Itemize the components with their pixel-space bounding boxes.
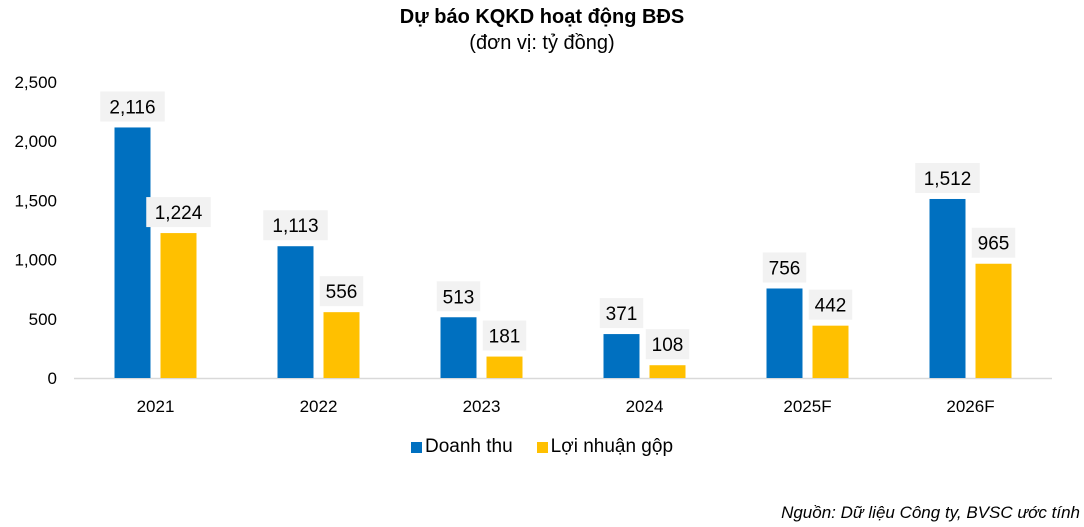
bar-loi-nhuan-gop [486, 356, 523, 378]
data-label-background [146, 197, 211, 228]
data-label: 1,113 [272, 216, 318, 237]
bar-doanh-thu [766, 288, 803, 378]
data-label-background [645, 329, 690, 360]
source-note: Nguồn: Dữ liệu Công ty, BVSC ước tính [781, 503, 1080, 522]
data-label: 965 [978, 234, 1010, 255]
bar-doanh-thu [277, 246, 314, 378]
bar-doanh-thu [929, 198, 966, 378]
data-label: 181 [489, 327, 521, 348]
y-tick-label: 1,000 [14, 251, 57, 270]
data-label-background [808, 289, 853, 320]
data-label-background [482, 320, 527, 351]
x-tick-label: 2025F [783, 397, 831, 416]
data-label-background [762, 252, 807, 283]
data-label-background [319, 276, 364, 307]
data-label-background [971, 227, 1016, 258]
y-tick-label: 2,000 [14, 132, 57, 151]
data-label: 1,512 [924, 169, 972, 190]
legend-label-loi-nhuan-gop: Lợi nhuận gộp [550, 436, 674, 457]
bar-loi-nhuan-gop [323, 312, 360, 378]
data-label-background [263, 210, 328, 241]
bar-loi-nhuan-gop [975, 263, 1012, 378]
data-label: 371 [606, 304, 638, 325]
y-tick-label: 0 [48, 369, 57, 388]
legend-item-doanh-thu: Doanh thu [410, 436, 513, 458]
data-label-background [100, 91, 165, 122]
legend-swatch-loi-nhuan-gop [536, 441, 548, 453]
legend: Doanh thu Lợi nhuận gộp [0, 436, 1084, 458]
legend-swatch-doanh-thu [410, 441, 422, 453]
bar-chart: 0 500 1,000 1,500 2,000 2,500 2,116 1,224 2021 1,… [14, 73, 1052, 416]
data-label: 756 [769, 258, 801, 279]
data-label: 513 [443, 287, 475, 308]
bar-loi-nhuan-gop [649, 365, 686, 378]
chart-title: Dự báo KQKD hoạt động BĐS [399, 6, 685, 28]
bar-doanh-thu [440, 317, 477, 378]
data-label-background [599, 298, 644, 329]
bar-doanh-thu [603, 334, 640, 378]
data-label: 108 [652, 335, 684, 356]
bar-loi-nhuan-gop [812, 325, 849, 378]
legend-label-doanh-thu: Doanh thu [424, 436, 513, 457]
data-label: 1,224 [155, 203, 203, 224]
bar-loi-nhuan-gop [160, 233, 197, 378]
x-tick-label: 2024 [626, 397, 664, 416]
data-label-background [436, 281, 481, 312]
data-label: 2,116 [109, 97, 155, 118]
chart-subtitle: (đơn vị: tỷ đồng) [469, 32, 615, 54]
legend-item-loi-nhuan-gop: Lợi nhuận gộp [536, 436, 674, 458]
y-tick-label: 2,500 [14, 73, 57, 92]
x-tick-label: 2022 [300, 397, 338, 416]
y-tick-label: 500 [29, 310, 57, 329]
bar-doanh-thu [114, 127, 151, 378]
data-label: 442 [815, 296, 847, 317]
data-label: 556 [326, 282, 358, 303]
x-tick-label: 2023 [463, 397, 501, 416]
x-tick-label: 2021 [137, 397, 175, 416]
data-label-background [915, 162, 980, 193]
y-tick-label: 1,500 [14, 191, 57, 210]
x-tick-label: 2026F [946, 397, 994, 416]
